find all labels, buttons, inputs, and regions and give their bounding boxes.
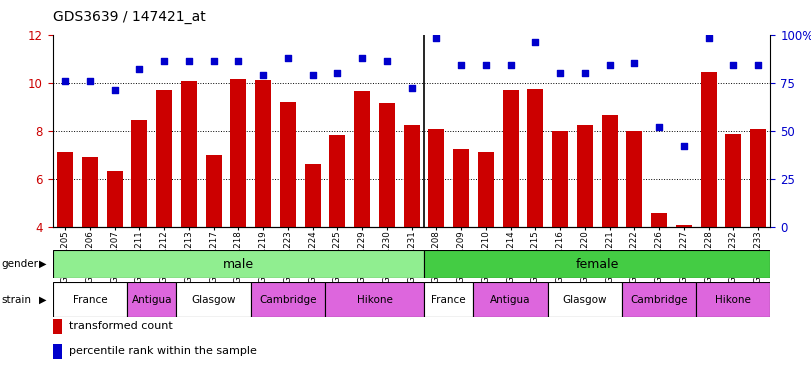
Point <box>108 87 121 93</box>
Point <box>455 62 468 68</box>
Bar <box>255 80 271 227</box>
Bar <box>602 115 618 227</box>
Bar <box>354 91 370 227</box>
Text: female: female <box>576 258 619 270</box>
Bar <box>53 250 424 278</box>
Point <box>702 35 715 41</box>
Bar <box>127 282 177 317</box>
Bar <box>552 131 569 227</box>
Point <box>504 62 517 68</box>
Point <box>281 55 294 61</box>
Text: Antigua: Antigua <box>131 295 172 305</box>
Bar <box>651 214 667 227</box>
Bar <box>82 157 98 227</box>
Bar <box>750 129 766 227</box>
Text: transformed count: transformed count <box>69 321 173 331</box>
Point <box>133 66 146 72</box>
Bar <box>205 155 221 227</box>
Bar <box>379 103 395 227</box>
Text: Hikone: Hikone <box>715 295 751 305</box>
Text: France: France <box>431 295 466 305</box>
Bar <box>280 102 296 227</box>
Point <box>529 39 542 45</box>
Point <box>157 58 170 65</box>
Bar <box>177 282 251 317</box>
Point <box>727 62 740 68</box>
Point <box>331 70 344 76</box>
Bar <box>547 282 622 317</box>
Point <box>479 62 492 68</box>
Point <box>430 35 443 41</box>
Point <box>677 143 690 149</box>
Text: Glasgow: Glasgow <box>563 295 607 305</box>
Point <box>306 72 319 78</box>
Bar <box>424 250 770 278</box>
Point <box>182 58 195 65</box>
Bar <box>131 120 148 227</box>
Bar <box>676 225 692 227</box>
Point <box>554 70 567 76</box>
Text: Cambridge: Cambridge <box>259 295 316 305</box>
Point <box>232 58 245 65</box>
Bar <box>453 149 469 227</box>
Bar <box>577 124 593 227</box>
Bar <box>181 81 197 227</box>
Bar <box>156 90 172 227</box>
Text: Hikone: Hikone <box>357 295 393 305</box>
Bar <box>251 282 325 317</box>
Point <box>405 85 418 91</box>
Bar <box>424 282 474 317</box>
Bar <box>474 282 547 317</box>
Bar <box>305 164 320 227</box>
Text: GDS3639 / 147421_at: GDS3639 / 147421_at <box>53 10 205 23</box>
Bar <box>622 282 696 317</box>
Text: Glasgow: Glasgow <box>191 295 236 305</box>
Bar <box>230 79 247 227</box>
Point <box>355 55 368 61</box>
Bar <box>404 124 419 227</box>
Point <box>58 78 71 84</box>
Text: strain: strain <box>2 295 32 305</box>
Point <box>752 62 765 68</box>
Text: Cambridge: Cambridge <box>630 295 688 305</box>
Point <box>578 70 591 76</box>
Bar <box>329 136 345 227</box>
Point <box>380 58 393 65</box>
Text: ▶: ▶ <box>39 295 46 305</box>
Text: gender: gender <box>2 259 39 269</box>
Text: France: France <box>72 295 107 305</box>
Bar <box>527 89 543 227</box>
Bar <box>626 131 642 227</box>
Text: ▶: ▶ <box>39 259 46 269</box>
Bar <box>696 282 770 317</box>
Point <box>653 124 666 130</box>
Bar <box>478 152 494 227</box>
Bar <box>53 282 127 317</box>
Bar <box>428 129 444 227</box>
Point <box>628 60 641 66</box>
Point <box>207 58 220 65</box>
Bar <box>701 72 717 227</box>
Bar <box>503 90 518 227</box>
Bar <box>57 152 73 227</box>
Point <box>256 72 269 78</box>
Bar <box>106 171 122 227</box>
Point <box>84 78 97 84</box>
Bar <box>725 134 741 227</box>
Text: percentile rank within the sample: percentile rank within the sample <box>69 346 257 356</box>
Text: Antigua: Antigua <box>491 295 531 305</box>
Point <box>603 62 616 68</box>
Bar <box>325 282 424 317</box>
Text: male: male <box>223 258 254 270</box>
